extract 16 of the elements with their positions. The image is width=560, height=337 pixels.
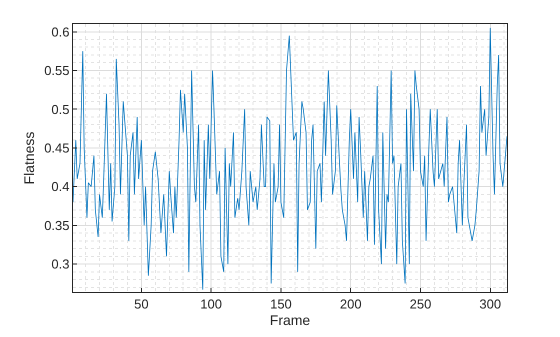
x-tick-label: 100: [200, 296, 222, 312]
y-tick-label: 0.45: [44, 140, 70, 156]
x-axis-title: Frame: [270, 312, 310, 328]
x-tick-label: 150: [270, 296, 292, 312]
y-axis-title: Flatness: [20, 132, 37, 184]
x-tick-label: 250: [410, 296, 432, 312]
x-tick-label: 200: [340, 296, 362, 312]
y-tick-label: 0.35: [44, 218, 70, 233]
x-tick-label: 300: [479, 296, 502, 312]
line-series: [73, 27, 507, 290]
y-tick-label: 0.4: [51, 179, 70, 194]
y-tick-label: 0.55: [44, 63, 70, 78]
y-tick-label: 0.6: [51, 24, 70, 40]
x-tick-label: 50: [134, 296, 149, 312]
y-tick-label: 0.3: [51, 256, 70, 272]
y-tick-label: 0.5: [51, 102, 70, 117]
